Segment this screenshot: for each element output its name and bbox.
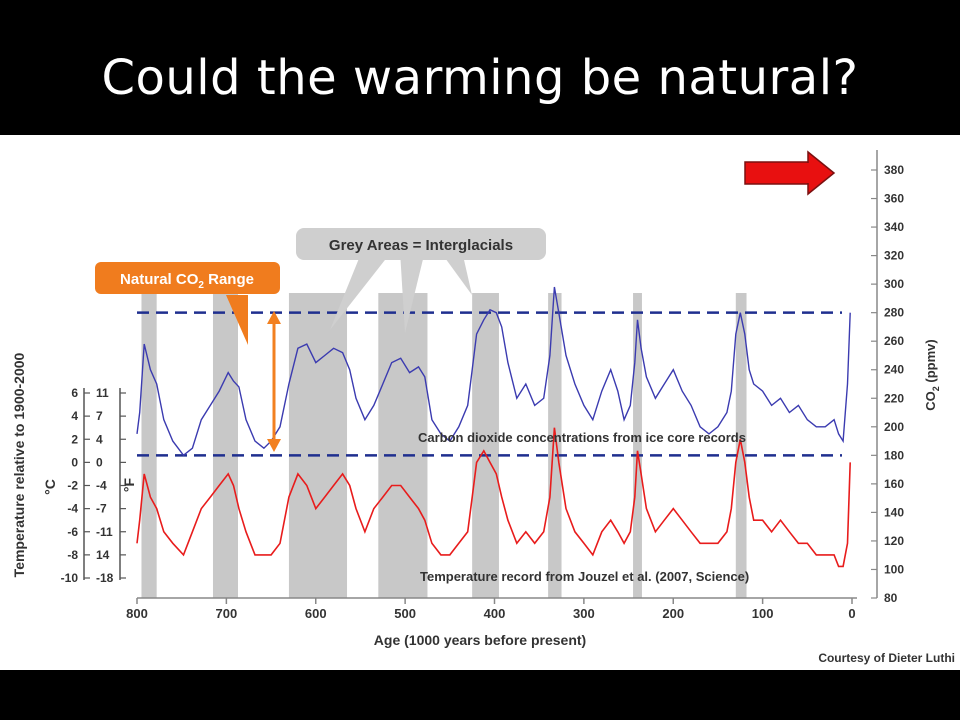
celsius-label: °C — [42, 479, 58, 495]
left-f-tick-label: -11 — [96, 525, 113, 539]
x-tick-label: 200 — [662, 606, 684, 621]
right-tick-label: 100 — [884, 562, 904, 576]
interglacial-band — [288, 293, 348, 598]
right-tick-label: 80 — [884, 591, 898, 605]
x-tick-label: 0 — [848, 606, 855, 621]
right-tick-label: 300 — [884, 277, 904, 291]
fahrenheit-label: °F — [121, 477, 137, 492]
interglacial-band — [378, 293, 428, 598]
x-tick-label: 700 — [216, 606, 238, 621]
right-tick-label: 320 — [884, 249, 904, 263]
left-c-tick-label: 4 — [71, 409, 78, 423]
co2-range-lines — [137, 311, 842, 457]
x-tick-label: 400 — [484, 606, 506, 621]
right-tick-label: 340 — [884, 220, 904, 234]
interglacial-band — [548, 293, 562, 598]
left-c-tick-label: -4 — [67, 502, 78, 516]
right-tick-label: 240 — [884, 363, 904, 377]
right-tick-label: 120 — [884, 534, 904, 548]
title-bar: Could the warming be natural? — [0, 0, 960, 135]
temp-caption: Temperature record from Jouzel et al. (2… — [420, 569, 749, 584]
natural-co2-callout: Natural CO2 Range — [95, 262, 280, 345]
left-c-tick-label: -8 — [67, 548, 78, 562]
left-c-tick-label: -10 — [61, 571, 79, 585]
left-f-tick-label: -18 — [96, 571, 114, 585]
interglacial-band — [212, 293, 238, 598]
co2-range-arrow — [267, 311, 281, 452]
left-f-tick-label: 14 — [96, 548, 110, 562]
chart-svg: 800 700 600 500 400 300 200 100 0 Age (1000 year… — [11, 150, 955, 665]
left-c-tick-label: -2 — [67, 479, 78, 493]
left-f-tick-label: 7 — [96, 409, 103, 423]
interglacial-callout: Grey Areas = Interglacials — [296, 228, 546, 333]
slide-title: Could the warming be natural? — [101, 49, 859, 106]
natural-co2-text: Natural CO2 Range — [120, 271, 254, 291]
right-tick-label: 280 — [884, 306, 904, 320]
temperature-series-line — [136, 427, 851, 568]
left-f-tick-label: 11 — [96, 386, 109, 400]
right-tick-label: 140 — [884, 505, 904, 519]
credit-text: Courtesy of Dieter Luthi — [818, 651, 955, 665]
left-axis-label: Temperature relative to 1900-2000 — [11, 352, 27, 577]
co2-series-line — [136, 286, 851, 457]
x-axis-label: Age (1000 years before present) — [374, 632, 586, 648]
interglacial-band — [141, 293, 157, 598]
right-tick-label: 380 — [884, 163, 904, 177]
left-f-tick-label: -7 — [96, 502, 107, 516]
x-tick-label: 300 — [573, 606, 595, 621]
co2-caption: Carbon dioxide concentrations from ice c… — [418, 430, 746, 445]
left-c-tick-label: -6 — [67, 525, 78, 539]
left-c-tick-label: 0 — [71, 455, 78, 469]
arrow-right-icon — [744, 150, 836, 196]
right-y-ticks: 80 100 120 140 160 180 200 220 240 260 280 300 320 34… — [871, 163, 904, 605]
x-ticks: 800 700 600 500 400 300 200 100 0 — [126, 598, 856, 621]
chart-figure: 800 700 600 500 400 300 200 100 0 Age (1000 year… — [0, 135, 960, 670]
left-c-tick-label: 2 — [71, 432, 78, 446]
interglacial-callout-text: Grey Areas = Interglacials — [329, 237, 513, 254]
interglacial-bands — [141, 293, 747, 598]
interglacial-band — [472, 293, 499, 598]
interglacial-band — [633, 293, 642, 598]
right-tick-label: 160 — [884, 477, 904, 491]
x-tick-label: 600 — [305, 606, 327, 621]
left-f-tick-label: 0 — [96, 455, 103, 469]
right-tick-label: 360 — [884, 192, 904, 206]
left-f-tick-label: 4 — [96, 432, 103, 446]
left-f-tick-label: -4 — [96, 479, 107, 493]
right-tick-label: 200 — [884, 420, 904, 434]
x-tick-label: 800 — [126, 606, 148, 621]
bottom-bar — [0, 670, 960, 720]
right-axis-label: CO2 (ppmv) — [923, 339, 941, 410]
left-y-ticks: 6 11 4 7 2 4 0 0 -2 -4 -4 -7 -6 -11 -8 14 -10 -18 — [61, 386, 126, 585]
left-c-tick-label: 6 — [71, 386, 78, 400]
right-tick-label: 220 — [884, 391, 904, 405]
x-tick-label: 100 — [752, 606, 774, 621]
x-tick-label: 500 — [394, 606, 416, 621]
right-tick-label: 180 — [884, 448, 904, 462]
right-tick-label: 260 — [884, 334, 904, 348]
